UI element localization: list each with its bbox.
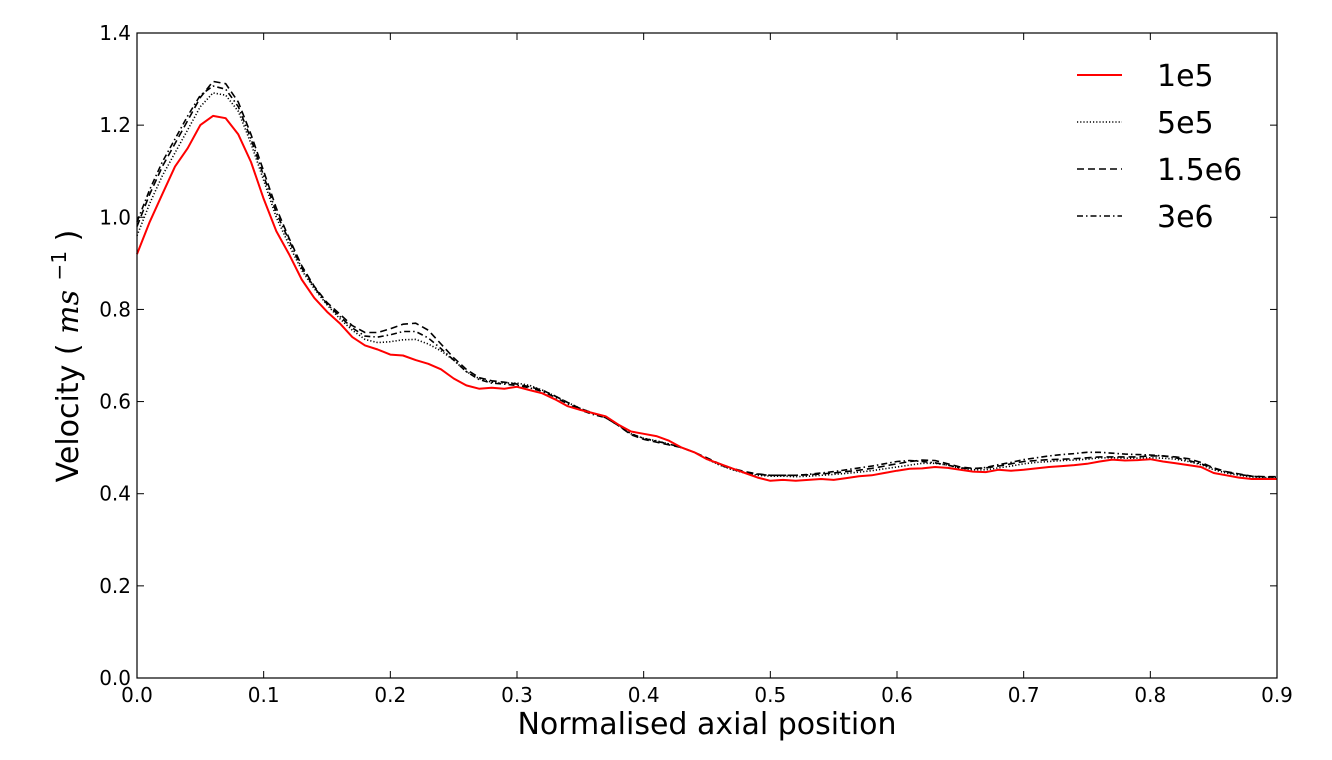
x-tick-label: 0.2	[374, 683, 406, 707]
x-tick-label: 0.3	[501, 683, 533, 707]
series-line-1-5e6	[136, 80, 1277, 478]
y-tick-label: 0.4	[99, 482, 131, 506]
series-line-3e6	[136, 85, 1277, 478]
legend-label: 5e5	[1157, 106, 1214, 141]
y-axis-label-exponent: −1	[47, 251, 71, 280]
x-tick-label: 0.4	[628, 683, 660, 707]
x-tick-label: 0.7	[1008, 683, 1040, 707]
y-tick-label: 0.6	[99, 390, 131, 414]
y-axis-label-group: Velocity ( ms −1 )	[47, 230, 86, 483]
x-tick-label: 0.6	[881, 683, 913, 707]
y-tick-label: 0.8	[99, 297, 131, 321]
x-tick-label: 0.8	[1134, 683, 1166, 707]
y-axis-label: Velocity ( ms −1 )	[47, 230, 86, 483]
x-tick-label: 0.5	[754, 683, 786, 707]
legend-label: 1.5e6	[1157, 153, 1242, 188]
y-tick-label: 1.2	[99, 113, 131, 137]
x-tick-label: 0.9	[1261, 683, 1293, 707]
series-line-1e5	[136, 114, 1277, 482]
y-axis-label-text: Velocity	[51, 365, 86, 483]
x-axis-label: Normalised axial position	[517, 707, 896, 742]
legend-label: 1e5	[1157, 59, 1214, 94]
y-tick-label: 1.0	[99, 205, 131, 229]
series-layer	[136, 80, 1277, 482]
plot-frame	[136, 32, 1278, 679]
y-axis-label-unit: ms	[51, 290, 86, 334]
legend-label: 3e6	[1157, 200, 1214, 235]
legend: 1e5 5e5 1.5e6 3e6	[1077, 59, 1242, 235]
y-tick-label: 1.4	[99, 21, 131, 45]
x-tick-label: 0.0	[121, 683, 153, 707]
x-tick-label: 0.1	[248, 683, 280, 707]
y-axis-label-close-paren: )	[51, 230, 86, 242]
tick-layer: 0.0 0.1 0.2 0.3 0.4 0.5 0.6 0.7 0.8 0.9 0.0 0.2 0.4 0…	[99, 21, 1293, 707]
y-tick-label: 0.2	[99, 574, 131, 598]
y-axis-label-open-paren: (	[51, 343, 86, 355]
series-line-5e5	[136, 92, 1277, 479]
y-tick-label: 0.0	[99, 666, 131, 690]
